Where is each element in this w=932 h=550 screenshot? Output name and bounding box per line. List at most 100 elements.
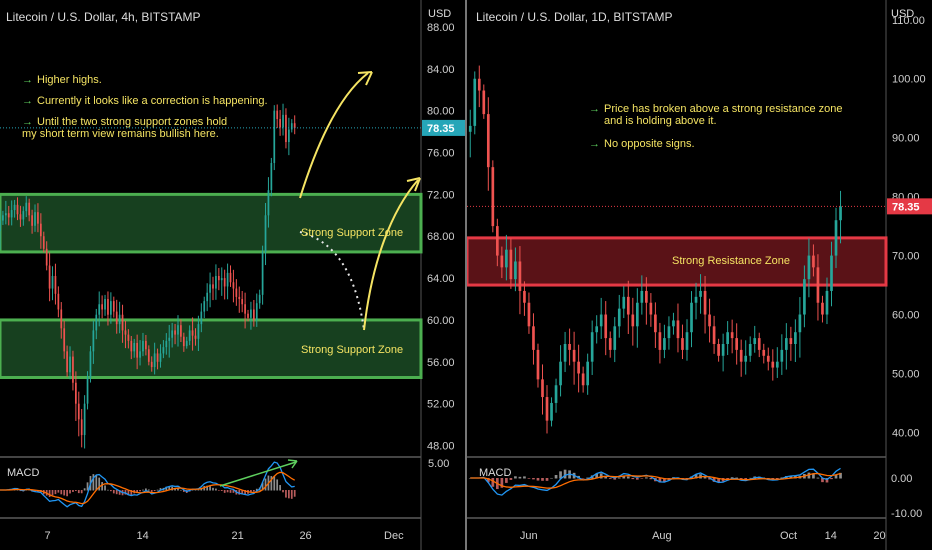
macd-histogram-bar [563,469,567,479]
candle-body [101,304,103,310]
macd-tick-label: 5.00 [428,458,449,470]
macd-histogram-bar [541,478,544,481]
candle-body [112,301,115,312]
macd-histogram-bar [658,478,662,483]
macd-histogram-bar [142,489,144,491]
macd-line [0,461,295,508]
macd-histogram-bar [174,487,176,491]
macd-histogram-bar [48,490,51,498]
macd-histogram-bar [486,478,490,483]
candle-body [825,290,829,315]
panel-divider[interactable] [465,0,467,550]
macd-histogram-bar [712,478,716,482]
candle-body [130,340,133,352]
macd-histogram-bar [112,490,115,494]
macd-histogram-bar [92,474,95,491]
candle-body [613,326,617,350]
macd-histogram-bar [98,477,101,491]
candle-body [86,377,89,404]
x-tick-label: 21 [232,530,244,542]
candle-body [270,162,273,191]
candle-body [554,385,558,403]
macd-histogram-bar [86,482,89,491]
candle-body [744,355,748,362]
candle-body [771,361,775,368]
candle-body [147,349,150,362]
candle-body [31,215,33,226]
candle-body [185,340,188,347]
macd-histogram-bar [241,490,244,495]
macd-histogram-bar [663,478,666,482]
candle-body [785,338,788,350]
macd-line [470,467,841,496]
x-tick-label: 26 [299,530,311,542]
candle-body [139,351,141,358]
candle-body [276,110,279,120]
macd-histogram-bar [830,478,833,480]
candle-body [640,290,644,303]
candle-body [247,313,249,318]
macd-histogram-bar [287,490,290,499]
candle-body [730,332,734,339]
macd-histogram-bar [285,490,287,498]
right-zone-label: Strong Resistance Zone [672,255,791,267]
candle-body [631,314,635,327]
right-chart-canvas[interactable]: 110.00100.0090.0080.0070.0060.0050.0040.… [467,0,932,550]
y-tick-label: 48.00 [427,441,455,453]
candle-body [468,125,472,132]
candle-body [473,78,477,126]
candle-body [532,326,535,350]
candle-body [220,278,223,281]
candle-body [766,355,770,362]
macd-histogram-bar [293,490,296,497]
candle-body [626,296,630,315]
x-tick-label: Aug [652,530,672,542]
candle-body [599,314,603,327]
left-chart-panel[interactable]: 88.00 84.00 80.00 76.00 72.00 68.00 64.00 60.00… [0,0,465,550]
candle-body [83,403,86,436]
candle-body [282,114,284,128]
candle-body [200,311,203,325]
macd-histogram-bar [127,490,130,496]
right-chart-panel[interactable]: 110.00 100.00 90.00 80.00 70.00 60.00 50.00 40.… [467,0,932,550]
macd-histogram-bar [250,490,252,493]
projection-arrow-lower [363,179,419,331]
macd-histogram-bar [95,474,98,491]
macd-histogram-bar [60,490,63,495]
candle-body [798,314,802,333]
macd-histogram-bar [252,490,255,492]
y-tick-label: 110.00 [892,15,925,27]
macd-histogram-bar [550,477,553,479]
candle-body [206,292,209,302]
candle-body [261,251,264,295]
candle-body [159,353,162,362]
candle-body [98,304,101,315]
candle-body [563,344,567,362]
candle-body [197,324,200,339]
macd-histogram-bar [104,485,106,491]
candle-body [586,361,589,386]
macd-histogram-bar [145,488,147,491]
candle-body [649,302,653,315]
macd-histogram-bar [115,490,118,495]
y-tick-label: 56.00 [427,357,455,369]
candle-body [482,90,486,115]
left-note-2: → Currently it looks like a correction is… [22,95,268,107]
macd-histogram-bar [217,490,220,491]
macd-signal-line [0,471,296,505]
macd-histogram-bar [177,488,179,491]
candle-body [739,349,743,362]
candle-body [667,326,671,339]
left-note-2-text: Currently it looks like a correction is … [37,95,268,107]
macd-histogram-bar [640,478,644,479]
macd-histogram-bar [717,478,720,483]
candle-body [188,330,191,341]
macd-histogram-bar [726,478,729,480]
macd-histogram-bar [220,490,223,491]
left-chart-canvas[interactable]: 88.00 84.00 80.00 76.00 72.00 68.00 64.00 60.00… [0,0,465,550]
macd-histogram-bar [54,490,57,495]
macd-histogram-bar [509,478,513,480]
right-chart-title: Litecoin / U.S. Dollar, 1D, BITSTAMP [476,10,673,24]
candle-body [127,334,130,341]
last-price-tag [887,198,932,215]
